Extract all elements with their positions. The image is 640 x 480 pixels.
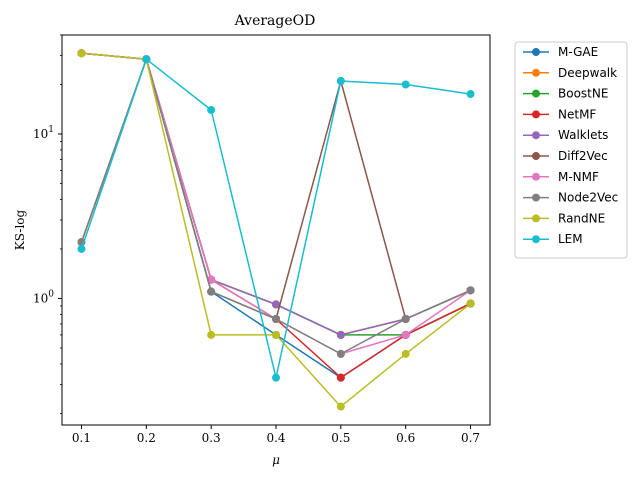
legend-marker <box>532 68 540 77</box>
legend-marker <box>532 89 540 98</box>
plot-area <box>77 49 475 411</box>
data-point <box>207 105 216 114</box>
legend-item: M-GAE <box>523 45 598 59</box>
x-tick-label: 0.1 <box>72 431 91 445</box>
legend-marker <box>532 214 540 223</box>
data-point <box>466 286 475 295</box>
plot-frame <box>61 34 491 426</box>
y-tick-label: 100 <box>33 289 54 305</box>
data-point <box>336 402 345 411</box>
legend-label: NetMF <box>558 107 596 121</box>
legend-item: M-NMF <box>523 170 599 184</box>
legend-item: NetMF <box>523 107 596 121</box>
legend-marker <box>532 172 540 181</box>
data-point <box>77 244 86 253</box>
legend-marker <box>532 152 540 160</box>
data-point <box>272 330 280 339</box>
legend-item: RandNE <box>523 211 605 225</box>
data-point <box>336 77 345 86</box>
legend-item: BoostNE <box>523 87 608 101</box>
legend-marker <box>532 193 540 202</box>
legend-marker <box>532 235 540 244</box>
legend-marker <box>532 48 540 56</box>
legend-label: RandNE <box>558 211 605 225</box>
data-point <box>466 299 475 308</box>
legend-label: Node2Vec <box>558 191 618 205</box>
legend-marker <box>532 110 540 119</box>
data-point <box>401 314 410 323</box>
legend-label: Walklets <box>558 128 608 142</box>
y-tick-label: 101 <box>33 125 54 141</box>
legend: M-GAE Deepwalk BoostNE NetMF Walklets Diff2Ve… <box>514 41 628 259</box>
data-point <box>77 49 86 58</box>
legend-label: BoostNE <box>558 87 608 101</box>
data-point <box>401 349 410 358</box>
x-tick-label: 0.6 <box>396 431 415 445</box>
legend-label: Diff2Vec <box>558 149 608 163</box>
data-point <box>466 90 475 99</box>
legend-marker <box>532 131 540 140</box>
legend-item: LEM <box>523 232 583 246</box>
data-point <box>272 373 280 382</box>
legend-label: Deepwalk <box>558 66 617 80</box>
legend-item: Diff2Vec <box>523 149 608 163</box>
x-tick-label: 0.4 <box>266 431 285 445</box>
data-point <box>272 300 280 309</box>
legend-box <box>514 41 628 259</box>
chart-title: AverageOD <box>234 13 316 29</box>
legend-label: M-NMF <box>558 170 599 184</box>
y-axis-label: KS-log <box>13 209 27 250</box>
x-axis-label: μ <box>272 453 280 467</box>
legend-item: Deepwalk <box>523 66 617 80</box>
x-tick-label: 0.2 <box>137 431 156 445</box>
axes: 0.1 0.2 0.3 0.4 0.5 0.6 0.7 100 101 <box>33 34 480 445</box>
x-tick-label: 0.5 <box>331 431 350 445</box>
legend-label: M-GAE <box>558 45 598 59</box>
data-point <box>336 373 345 382</box>
x-tick-label: 0.3 <box>202 431 221 445</box>
x-tick-label: 0.7 <box>461 431 480 445</box>
data-point <box>336 349 345 358</box>
data-point <box>401 80 410 89</box>
data-point <box>336 330 345 339</box>
data-point <box>401 330 410 339</box>
data-point <box>207 330 216 339</box>
legend-item: Node2Vec <box>523 191 618 205</box>
legend-item: Walklets <box>523 128 608 142</box>
data-point <box>272 314 280 323</box>
series-lem <box>77 55 475 382</box>
legend-label: LEM <box>558 232 583 246</box>
data-point <box>142 55 151 64</box>
data-point <box>207 287 216 296</box>
